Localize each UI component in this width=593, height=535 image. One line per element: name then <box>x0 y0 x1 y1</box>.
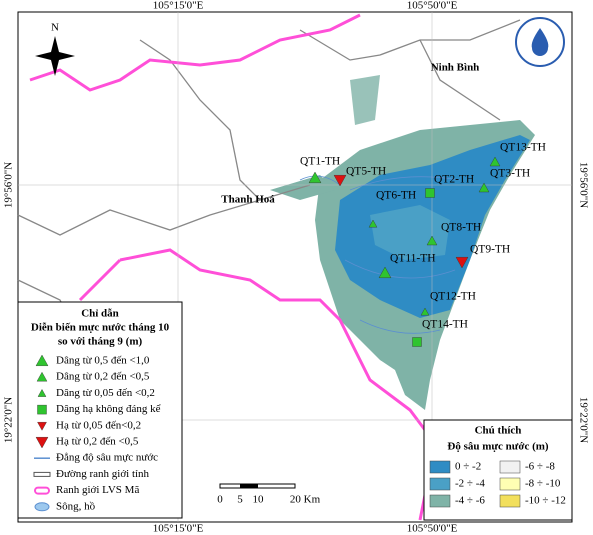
logo <box>515 17 565 67</box>
legend-item: Hạ từ 0,2 đến <0,5 <box>56 436 139 448</box>
marker <box>33 471 51 477</box>
marker <box>35 437 49 449</box>
station: QT14-TH <box>412 319 468 347</box>
coord-label: 105°15'0"E <box>153 523 204 535</box>
marker <box>36 371 48 382</box>
legend-item: -2 ÷ -4 <box>455 478 485 490</box>
legend-item: 0 ÷ -2 <box>455 461 481 473</box>
legend-title: Chỉ dẫn <box>81 308 119 320</box>
marker <box>34 502 50 512</box>
station: QT12-TH <box>420 291 476 316</box>
legend-subtitle: Diễn biến mực nước tháng 10 <box>31 322 170 334</box>
marker <box>368 219 378 228</box>
marker <box>37 404 47 415</box>
marker <box>420 307 430 316</box>
marker <box>37 388 47 397</box>
marker <box>34 486 50 495</box>
legend-item: Đẳng độ sâu mực nước <box>56 452 158 464</box>
scale-label: 10 <box>253 494 265 506</box>
legend-swatch <box>429 460 451 474</box>
legend-item: Đường ranh giới tỉnh <box>56 468 150 480</box>
station: QT9-TH <box>455 244 510 269</box>
station-label: QT8-TH <box>441 222 481 234</box>
station: QT5-TH <box>333 166 386 187</box>
station-label: QT6-TH <box>376 190 416 202</box>
station-label: QT3-TH <box>490 168 530 180</box>
legend-item: Ranh giới LVS Mã <box>56 484 139 496</box>
place-name: Thanh Hoá <box>221 194 275 206</box>
coord-label: 105°50'0"E <box>407 0 458 12</box>
legend-item: Sông, hồ <box>56 500 96 512</box>
legend-item: Dâng từ 0,05 đến <0,2 <box>56 387 155 399</box>
station-label: QT5-TH <box>346 166 386 178</box>
legend-item: Dâng từ 0,5 đến <1,0 <box>56 355 150 367</box>
legend-item: Dâng hạ không đáng kể <box>56 403 161 415</box>
trend-legend: Chỉ dẫn Diễn biến mực nước tháng 10 so với… <box>17 301 183 519</box>
legend-subtitle: so với tháng 9 (m) <box>58 336 143 348</box>
station: QT8-TH <box>426 222 481 246</box>
north-label: N <box>51 22 59 34</box>
legend-item: Hạ từ 0,05 đến<0,2 <box>56 419 141 431</box>
marker <box>489 156 501 167</box>
station: QT3-TH <box>478 168 530 193</box>
marker <box>378 266 392 278</box>
coord-label: 19°22'0"N <box>3 397 15 443</box>
marker <box>412 337 422 347</box>
legend-swatch <box>429 477 451 491</box>
station-label: QT13-TH <box>500 142 546 154</box>
station: QT11-TH <box>378 253 436 278</box>
scale-label: 5 <box>237 494 243 506</box>
station-label: QT9-TH <box>470 244 510 256</box>
marker <box>35 354 49 366</box>
legend-title: Chú thích <box>475 425 522 437</box>
marker <box>455 257 469 269</box>
depth-legend: Chú thích Độ sâu mực nước (m) 0 ÷ -2 -2 ÷ -… <box>423 419 573 521</box>
station: QT1-TH <box>300 156 340 183</box>
scale-bar: 0 5 10 20 Km <box>217 483 321 506</box>
marker <box>37 422 47 431</box>
marker <box>308 171 322 183</box>
station: QT6-TH <box>368 190 416 228</box>
legend-item: -10 ÷ -12 <box>525 495 566 507</box>
legend-swatch <box>499 460 521 474</box>
coord-label: 19°56'0"N <box>3 162 15 208</box>
coord-label: 105°50'0"E <box>407 523 458 535</box>
station-label: QT14-TH <box>422 319 468 331</box>
north-arrow: N <box>35 22 75 76</box>
scale-label: 0 <box>217 494 223 506</box>
coord-label: 19°56'0"N <box>577 162 589 208</box>
isolines <box>299 175 461 334</box>
station: QT2-TH <box>425 174 474 198</box>
station-label: QT1-TH <box>300 156 340 168</box>
legend-swatch <box>499 494 521 508</box>
legend-item: -8 ÷ -10 <box>525 478 561 490</box>
legend-swatch <box>429 494 451 508</box>
place-name: Ninh Bình <box>431 62 480 74</box>
station-label: QT12-TH <box>430 291 476 303</box>
scale-bar-body <box>240 484 258 488</box>
scale-label: 20 Km <box>290 494 321 506</box>
marker <box>425 188 435 198</box>
coord-label: 105°15'0"E <box>153 0 204 12</box>
coord-label: 19°22'0"N <box>577 397 589 443</box>
sea <box>430 80 568 420</box>
station: QT13-TH <box>489 142 546 167</box>
legend-swatch <box>499 477 521 491</box>
marker <box>333 175 347 187</box>
marker <box>426 235 438 246</box>
station-label: QT2-TH <box>434 174 474 186</box>
station-label: QT11-TH <box>390 253 436 265</box>
legend-item: -4 ÷ -6 <box>455 495 485 507</box>
legend-item: -6 ÷ -8 <box>525 461 555 473</box>
legend-item: Dâng từ 0,2 đến <0,5 <box>56 371 150 383</box>
marker <box>478 182 490 193</box>
legend-subtitle: Độ sâu mực nước (m) <box>447 441 549 453</box>
